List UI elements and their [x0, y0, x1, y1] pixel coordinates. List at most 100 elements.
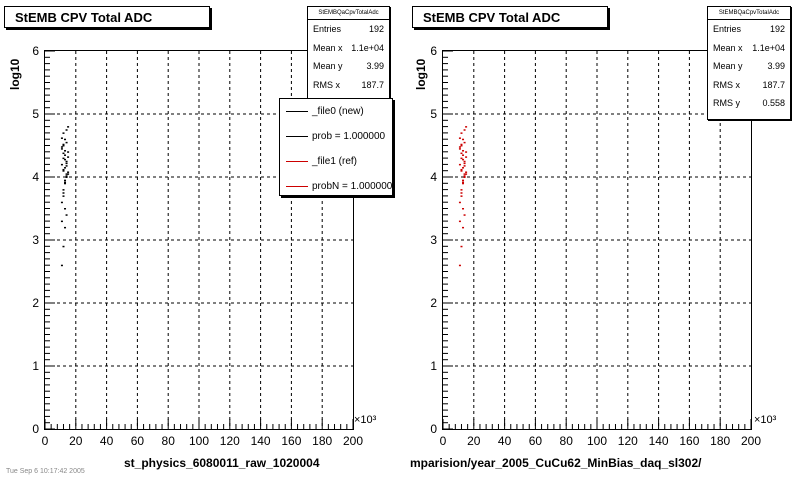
stats-label: RMS y: [713, 98, 740, 108]
stats-label: Mean x: [313, 42, 343, 53]
y-tick-label: 1: [32, 359, 39, 373]
data-point: [64, 181, 67, 184]
data-point: [463, 175, 466, 177]
x-tick-label: 60: [131, 434, 145, 448]
data-point: [62, 189, 65, 191]
data-point: [465, 173, 468, 175]
data-point: [462, 154, 465, 156]
left-plot-svg: 0 20 40 60 80 100 120 140 160 180 200 0 1 2 3 4 5 6: [32, 44, 363, 448]
data-point: [462, 138, 465, 141]
x-tick-label: 160: [281, 434, 301, 448]
data-point: [62, 132, 65, 134]
x-tick-label: 200: [343, 434, 363, 448]
data-point: [462, 167, 465, 169]
data-point: [458, 264, 461, 267]
left-y-axis-title: log10: [8, 58, 22, 90]
stats-label: Mean y: [313, 61, 343, 71]
legend-entry: _file0 (new): [280, 99, 392, 124]
data-point: [65, 176, 68, 178]
y-tick-label: 3: [32, 233, 39, 247]
data-point: [60, 137, 63, 139]
stats-value: 3.99: [767, 61, 785, 71]
data-point: [65, 165, 68, 167]
data-point: [65, 173, 68, 175]
x-tick-label: 40: [498, 434, 512, 448]
left-legend-box: _file0 (new) prob = 1.000000 _file1 (ref…: [279, 98, 393, 196]
y-tick-label: 6: [430, 44, 437, 58]
data-point: [462, 182, 465, 185]
data-point: [465, 156, 468, 158]
data-point: [62, 245, 65, 248]
left-stats-row: Entries 192: [308, 20, 389, 39]
data-point: [64, 208, 67, 210]
stats-value: 1.1e+04: [752, 42, 785, 53]
stats-label: Mean y: [713, 61, 743, 71]
data-point: [67, 171, 70, 173]
legend-entry: prob = 1.000000: [280, 124, 392, 149]
data-point: [64, 182, 67, 185]
data-point: [460, 143, 463, 146]
y-tick-label: 5: [32, 107, 39, 121]
data-point: [462, 179, 465, 182]
x-tick-label: 200: [741, 434, 761, 448]
left-stats-row: Mean x 1.1e+04: [308, 39, 389, 58]
legend-entry: probN = 1.000000: [280, 174, 392, 195]
right-plot-area[interactable]: 0 20 40 60 80 100 120 140 160 180 200 0 1 2 3 4 5 6: [430, 44, 761, 448]
data-point: [62, 195, 65, 197]
legend-label: prob = 1.000000: [312, 131, 386, 142]
data-point: [62, 145, 65, 147]
stats-label: Entries: [713, 24, 742, 34]
right-histogram-panel: StEMB CPV Total ADC 0 20 40 60 80 100 120 140 16…: [400, 0, 800, 480]
data-point: [64, 154, 67, 156]
data-point: [60, 148, 63, 150]
data-point: [458, 148, 461, 150]
data-point: [458, 163, 461, 166]
data-point: [65, 175, 68, 177]
right-plot-svg: 0 20 40 60 80 100 120 140 160 180 200 0 1 2 3 4 5 6: [430, 44, 761, 448]
data-point: [463, 214, 466, 216]
data-point: [460, 195, 463, 197]
legend-line-swatch: [286, 111, 308, 112]
y-tick-label: 1: [430, 359, 437, 373]
right-x-multiplier: ×10³: [754, 414, 777, 426]
left-stats-row: RMS x 187.7: [308, 76, 389, 95]
data-point: [64, 138, 67, 141]
data-point: [463, 173, 466, 175]
x-tick-label: 20: [467, 434, 481, 448]
data-point: [67, 156, 70, 158]
data-point: [462, 181, 465, 184]
y-tick-label: 2: [32, 296, 39, 310]
x-tick-label: 120: [220, 434, 240, 448]
data-point: [465, 171, 468, 173]
legend-line-swatch: [286, 161, 308, 162]
y-tick-label: 0: [430, 422, 437, 436]
data-point: [64, 226, 67, 229]
left-stats-row: Mean y 3.99: [308, 57, 389, 76]
data-point: [463, 162, 466, 165]
legend-entry: _file1 (ref): [280, 149, 392, 174]
legend-label: _file0 (new): [312, 106, 364, 117]
x-tick-label: 140: [649, 434, 669, 448]
legend-label: _file1 (ref): [312, 156, 358, 167]
x-tick-label: 0: [42, 434, 49, 448]
x-tick-label: 0: [440, 434, 447, 448]
stats-label: Entries: [313, 24, 342, 34]
data-point: [62, 157, 65, 160]
data-point: [67, 126, 70, 128]
x-tick-label: 140: [251, 434, 271, 448]
right-y-axis-title: log10: [414, 58, 428, 90]
data-point: [463, 160, 466, 163]
right-panel-title: StEMB CPV Total ADC: [412, 6, 608, 28]
data-point: [64, 158, 67, 161]
stats-label: RMS x: [713, 79, 740, 90]
right-stats-row: Mean x 1.1e+04: [708, 39, 790, 58]
data-point: [463, 176, 466, 178]
data-point: [60, 163, 63, 166]
footer-timestamp: Tue Sep 6 10:17:42 2005: [6, 468, 85, 475]
left-panel-title: StEMB CPV Total ADC: [4, 6, 210, 28]
data-point: [64, 150, 67, 152]
y-tick-label: 6: [32, 44, 39, 58]
data-point: [460, 192, 463, 194]
right-stats-row: RMS x 187.7: [708, 76, 790, 95]
data-point: [462, 158, 465, 161]
